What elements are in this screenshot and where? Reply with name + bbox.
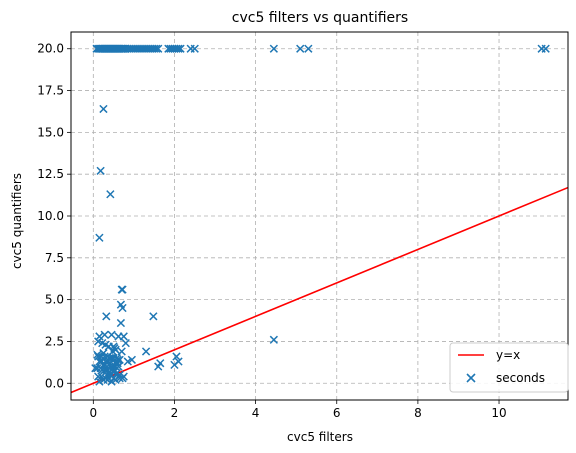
x-tick-label: 6 <box>333 406 341 420</box>
scatter-point <box>149 312 158 321</box>
y-tick-label: 12.5 <box>37 167 64 181</box>
y-tick-label: 7.5 <box>45 251 64 265</box>
scatter-point <box>95 233 104 242</box>
y-tick-label: 5.0 <box>45 293 64 307</box>
scatter-point <box>107 330 116 339</box>
scatter-point <box>127 355 136 364</box>
scatter-point <box>119 372 128 381</box>
scatter-point <box>118 285 127 294</box>
scatter-point <box>116 318 126 328</box>
scatter-point <box>174 44 183 53</box>
scatter-point <box>269 335 278 344</box>
x-tick-label: 8 <box>414 406 422 420</box>
scatter-point <box>296 44 305 53</box>
x-tick-label: 2 <box>171 406 179 420</box>
scatter-point <box>172 352 181 361</box>
scatter-point <box>118 303 127 313</box>
x-tick-label: 4 <box>252 406 260 420</box>
scatter-point <box>106 190 115 199</box>
ticks-layer: 0 2 4 6 8 10 0.0 2.5 5.0 7.5 10.0 12.5 15.0 17.5 20.0 <box>37 42 506 420</box>
scatter-point <box>156 359 165 368</box>
scatter-point <box>154 44 163 53</box>
x-tick-label: 0 <box>89 406 97 420</box>
y-tick-label: 20.0 <box>37 42 64 56</box>
y-tick-label: 17.5 <box>37 84 64 98</box>
y-tick-label: 0.0 <box>45 376 64 390</box>
legend: y=x seconds <box>449 342 569 393</box>
points-layer <box>91 44 550 386</box>
legend-marker-swatch <box>466 373 476 383</box>
scatter-point <box>541 44 550 53</box>
scatter-point <box>96 166 105 175</box>
y-tick-label: 10.0 <box>37 209 64 223</box>
scatter-point <box>117 347 126 356</box>
scatter-point <box>174 357 183 366</box>
y-tick-label: 15.0 <box>37 125 64 139</box>
y-tick-label: 2.5 <box>45 334 64 348</box>
scatter-point <box>100 330 109 339</box>
scatter-point <box>114 332 123 341</box>
scatter-point <box>190 44 199 53</box>
scatter-point <box>152 44 161 53</box>
y-axis-label: cvc5 quantifiers <box>10 173 24 269</box>
x-tick-label: 10 <box>491 406 506 420</box>
y-equals-x-line <box>70 186 569 394</box>
legend-label-scatter: seconds <box>496 371 545 385</box>
scatter-point <box>121 338 130 348</box>
legend-label-line: y=x <box>496 348 520 362</box>
scatter-point <box>304 44 313 53</box>
chart-title: cvc5 filters vs quantifiers <box>232 10 408 26</box>
scatter-point <box>141 347 151 356</box>
scatter-point <box>102 312 111 321</box>
x-axis-label: cvc5 filters <box>287 430 353 444</box>
scatter-point <box>176 44 185 53</box>
scatter-point <box>269 44 278 53</box>
scatter-point <box>99 104 108 114</box>
line-layer <box>70 186 569 394</box>
scatter-point <box>93 364 102 373</box>
